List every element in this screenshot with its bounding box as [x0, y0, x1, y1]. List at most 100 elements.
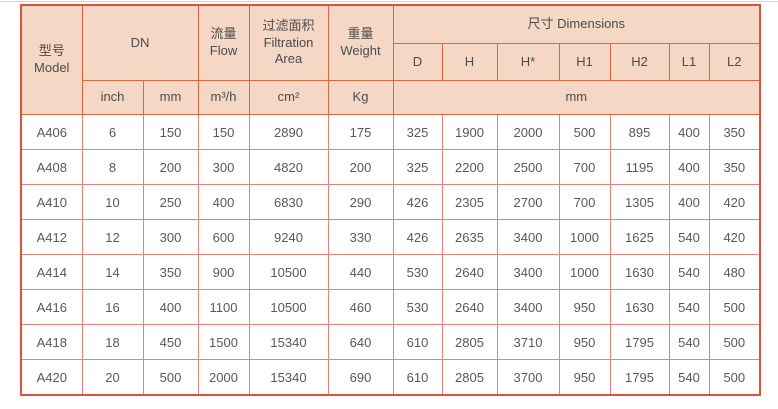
cell-h: 2640 [441, 254, 498, 290]
cell-flow: 900 [197, 254, 250, 290]
table-row: A410 10 250 400 6830 290 426 2305 2700 700 1305 400… [20, 184, 761, 220]
cell-l2: 500 [708, 289, 761, 325]
cell-h-star: 3700 [496, 359, 560, 396]
cell-h: 2805 [441, 359, 498, 396]
header-dim-d: D [392, 43, 443, 81]
cell-area: 4820 [248, 149, 329, 185]
cell-area: 6830 [248, 184, 329, 220]
cell-l2: 500 [708, 324, 761, 360]
cell-d: 325 [392, 149, 443, 185]
cell-weight: 690 [327, 359, 394, 396]
cell-h1: 700 [558, 149, 611, 185]
unit-inch: inch [81, 80, 144, 115]
cell-d: 325 [392, 114, 443, 150]
unit-flow: m³/h [197, 80, 250, 115]
cell-area: 15340 [248, 359, 329, 396]
cell-dn-inch: 16 [81, 289, 144, 325]
cell-h2: 1625 [609, 219, 670, 255]
cell-flow: 300 [197, 149, 250, 185]
cell-dn-inch: 10 [81, 184, 144, 220]
cell-model: A406 [20, 114, 83, 150]
cell-h: 1900 [441, 114, 498, 150]
cell-l2: 420 [708, 219, 761, 255]
cell-h-star: 2700 [496, 184, 560, 220]
cell-h1: 950 [558, 359, 611, 396]
cell-flow: 1500 [197, 324, 250, 360]
cell-model: A410 [20, 184, 83, 220]
header-dim-l1: L1 [668, 43, 710, 81]
cell-flow: 600 [197, 219, 250, 255]
cell-dn-mm: 200 [142, 149, 199, 185]
table-row: A418 18 450 1500 15340 640 610 2805 3710 950 1795 5… [20, 324, 761, 360]
cell-h1: 700 [558, 184, 611, 220]
header-model: 型号 Model [20, 4, 83, 115]
cell-h2: 1630 [609, 254, 670, 290]
header-row-units: inch mm m³/h cm² Kg mm [21, 80, 761, 115]
cell-dn-mm: 350 [142, 254, 199, 290]
table-row: A414 14 350 900 10500 440 530 2640 3400 1000 1630 5… [20, 254, 761, 290]
cell-dn-inch: 18 [81, 324, 144, 360]
cell-h-star: 3400 [496, 254, 560, 290]
cell-h1: 1000 [558, 254, 611, 290]
cell-l1: 540 [668, 359, 710, 396]
table-row: A412 12 300 600 9240 330 426 2635 3400 1000 1625 54… [20, 219, 761, 255]
cell-h1: 1000 [558, 219, 611, 255]
cell-dn-inch: 14 [81, 254, 144, 290]
cell-weight: 200 [327, 149, 394, 185]
cell-model: A412 [20, 219, 83, 255]
cell-h1: 950 [558, 289, 611, 325]
cell-l2: 420 [708, 184, 761, 220]
cell-area: 15340 [248, 324, 329, 360]
cell-model: A414 [20, 254, 83, 290]
cell-h: 2200 [441, 149, 498, 185]
cell-h2: 1305 [609, 184, 670, 220]
table-body: A406 6 150 150 2890 175 325 1900 2000 500 895 400 35… [20, 114, 761, 396]
cell-weight: 460 [327, 289, 394, 325]
cell-l1: 540 [668, 289, 710, 325]
cell-h-star: 2500 [496, 149, 560, 185]
cell-flow: 150 [197, 114, 250, 150]
cell-dn-inch: 12 [81, 219, 144, 255]
cell-model: A408 [20, 149, 83, 185]
cell-area: 10500 [248, 289, 329, 325]
cell-h: 2305 [441, 184, 498, 220]
cell-flow: 2000 [197, 359, 250, 396]
cell-h-star: 3400 [496, 289, 560, 325]
header-dim-h2: H2 [609, 43, 670, 81]
cell-l2: 350 [708, 149, 761, 185]
cell-h2: 1195 [609, 149, 670, 185]
cell-d: 426 [392, 219, 443, 255]
header-row-2: D H H* H1 H2 L1 L2 [21, 43, 761, 81]
cell-l1: 540 [668, 324, 710, 360]
header-weight: 重量 Weight [327, 4, 394, 81]
cell-l1: 400 [668, 114, 710, 150]
table-header: 型号 Model DN 流量 Flow 过滤面积 Filtration Area… [20, 4, 761, 115]
cell-flow: 400 [197, 184, 250, 220]
table-row: A406 6 150 150 2890 175 325 1900 2000 500 895 400 35… [20, 114, 761, 150]
cell-h2: 1795 [609, 324, 670, 360]
header-row-1: 型号 Model DN 流量 Flow 过滤面积 Filtration Area… [20, 4, 761, 115]
cell-area: 9240 [248, 219, 329, 255]
cell-h1: 950 [558, 324, 611, 360]
product-spec-table: 型号 Model DN 流量 Flow 过滤面积 Filtration Area… [20, 4, 762, 396]
cell-model: A416 [20, 289, 83, 325]
cell-h-star: 3400 [496, 219, 560, 255]
cell-dn-mm: 150 [142, 114, 199, 150]
cell-flow: 1100 [197, 289, 250, 325]
cell-weight: 290 [327, 184, 394, 220]
header-dim-h: H [441, 43, 498, 81]
cell-l1: 400 [668, 149, 710, 185]
cell-l2: 480 [708, 254, 761, 290]
header-dim-h1: H1 [558, 43, 611, 81]
cell-h-star: 3710 [496, 324, 560, 360]
cell-h: 2635 [441, 219, 498, 255]
cell-l1: 540 [668, 219, 710, 255]
cell-weight: 175 [327, 114, 394, 150]
cell-dn-mm: 400 [142, 289, 199, 325]
cell-h2: 1795 [609, 359, 670, 396]
unit-weight: Kg [327, 80, 394, 115]
cell-area: 10500 [248, 254, 329, 290]
cell-h1: 500 [558, 114, 611, 150]
cell-area: 2890 [248, 114, 329, 150]
cell-model: A420 [20, 359, 83, 396]
